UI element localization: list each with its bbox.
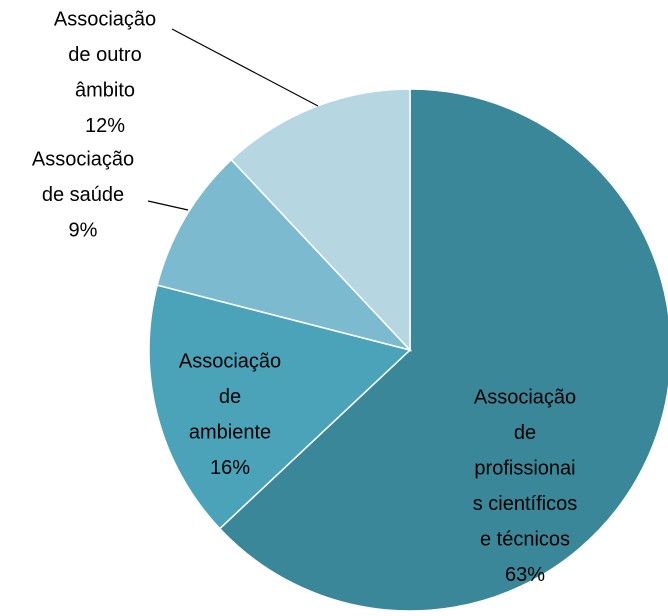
label-line: de <box>514 422 536 444</box>
slice-label: Associação de outro âmbito <box>54 8 156 101</box>
label-line: de outro <box>68 44 141 66</box>
pie-slice <box>218 88 668 612</box>
label-line: e técnicos <box>480 528 570 550</box>
slice-label: Associação de saúde <box>32 148 134 206</box>
label-line: de saúde <box>42 184 124 206</box>
label-line: profissionai <box>474 457 575 479</box>
pie-slice <box>230 88 411 352</box>
label-line: Associação <box>54 8 156 30</box>
label-line: ambiente <box>189 421 271 443</box>
value-label: 16% <box>210 457 250 479</box>
pie-slice <box>148 284 412 530</box>
value-label: 63% <box>505 564 545 586</box>
label-line: Associação <box>474 386 576 408</box>
pie-slice <box>156 158 413 352</box>
value-label: 9% <box>69 219 98 241</box>
slice-label: Associação de profissionai s científicos e t… <box>473 386 577 550</box>
label-line: s científicos <box>473 493 577 515</box>
label-line: âmbito <box>75 79 135 101</box>
value-label: 12% <box>85 115 125 137</box>
slice-label: Associação de ambiente <box>179 350 281 443</box>
label-line: de <box>219 386 241 408</box>
label-line: Associação <box>179 350 281 372</box>
leader-line <box>171 28 319 107</box>
leader-line <box>147 200 189 211</box>
label-line: Associação <box>32 148 134 170</box>
